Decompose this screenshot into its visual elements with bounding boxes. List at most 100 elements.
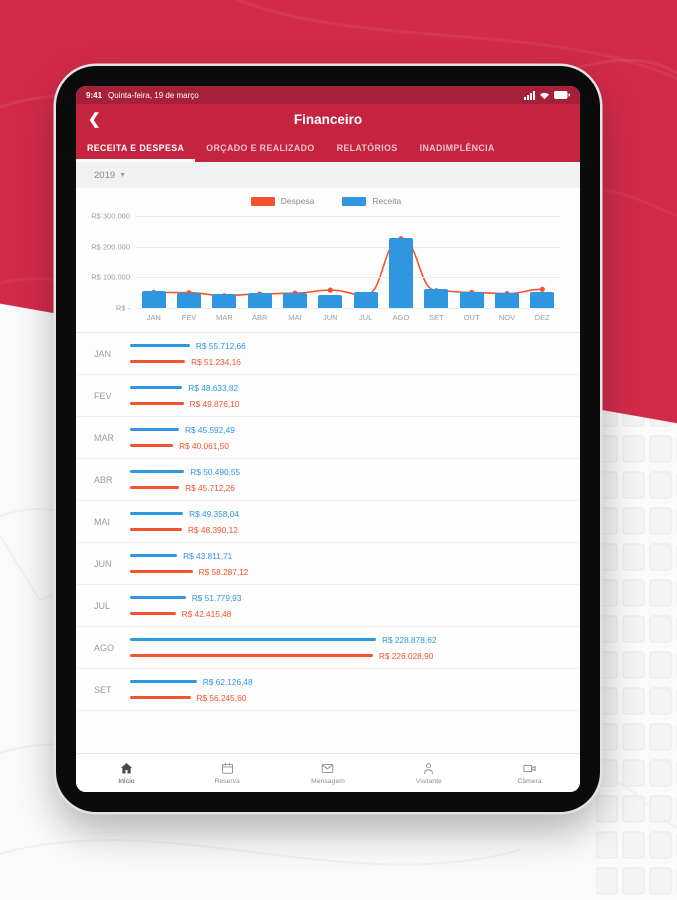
month-label: ABR [94, 474, 113, 485]
nav-item-visitante[interactable]: Visitante [378, 754, 479, 792]
nav-item-mensagem[interactable]: Mensagem [278, 754, 379, 792]
chart-bar-dez [530, 291, 555, 308]
legend-label: Despesa [280, 196, 315, 206]
receita-value: R$ 49.358,04 [189, 508, 239, 519]
chart-bar-jun [318, 294, 343, 308]
content-area: 2019 ▼ Despesa Receita R$ 300.000 R$ 200.0… [76, 162, 580, 753]
receita-row-line: R$ 45.592,49 [130, 425, 566, 435]
x-tick-label: ABR [251, 313, 268, 322]
status-date: Quinta-feira, 19 de março [108, 90, 199, 100]
receita-row-line: R$ 62.126,48 [130, 677, 566, 687]
battery-icon [554, 91, 570, 99]
person-icon [421, 761, 436, 776]
receita-row-line: R$ 49.358,04 [130, 509, 566, 519]
chart-plot [136, 216, 560, 309]
page-title: Financeiro [293, 111, 363, 127]
receita-row-line: R$ 50.490,55 [130, 467, 566, 477]
receita-row-line: R$ 51.779,93 [130, 593, 566, 603]
line-point-jun [327, 287, 333, 293]
nav-label: Câmera [517, 778, 542, 785]
month-label: JUL [94, 600, 111, 611]
line-point-dez [539, 286, 545, 292]
receita-value: R$ 45.592,49 [185, 424, 235, 435]
y-tick-label: R$ 200.000 [91, 242, 130, 252]
despesa-row-line: R$ 51.234,16 [130, 357, 566, 367]
monthly-list: JAN R$ 55.712,66 R$ 51.234,16 FEV R$ 48.633,… [76, 332, 580, 711]
calendar-icon [220, 761, 235, 776]
month-label: JUN [94, 558, 112, 569]
despesa-row-line: R$ 45.712,26 [130, 483, 566, 493]
x-axis-labels: JAN FEV MAR ABR MAI JUN JUL AGO SET OUT NOV DEZ [136, 313, 560, 322]
despesa-bar [130, 443, 174, 448]
month-label: AGO [94, 642, 115, 653]
receita-row-line: R$ 228.878,62 [130, 635, 566, 645]
list-item-set: SET R$ 62.126,48 R$ 56.245,60 [76, 669, 580, 711]
month-label: JAN [94, 348, 112, 359]
despesa-bar [130, 653, 373, 658]
tab-relatorios[interactable]: RELATÓRIOS [336, 143, 398, 153]
x-tick-label: FEV [181, 313, 197, 322]
nav-label: Visitante [415, 778, 442, 785]
month-label: SET [94, 684, 112, 695]
despesa-value: R$ 56.245,60 [196, 692, 247, 703]
despesa-value: R$ 48.390,12 [188, 524, 238, 535]
wifi-icon [539, 91, 550, 100]
app-screen: 9:41 Quinta-feira, 19 de março ❮ Finance… [76, 86, 580, 792]
gridline [136, 216, 560, 217]
nav-label: Reserva [214, 778, 240, 785]
despesa-bar [130, 611, 176, 616]
chart-bar-mai [283, 292, 307, 308]
despesa-row-line: R$ 40.061,50 [130, 441, 566, 451]
chart-legend: Despesa Receita [82, 196, 570, 206]
x-tick-label: MAI [288, 313, 302, 322]
nav-label: Início [118, 778, 135, 785]
month-label: FEV [94, 390, 112, 401]
despesa-row-line: R$ 49.876,10 [130, 399, 566, 409]
tab-orcado-e-realizado[interactable]: ORÇADO E REALIZADO [206, 143, 315, 153]
chart-bar-abr [247, 292, 272, 308]
nav-label: Mensagem [311, 778, 345, 785]
receita-value: R$ 50.490,55 [190, 466, 241, 477]
tab-receita-e-despesa[interactable]: RECEITA E DESPESA [76, 134, 195, 162]
status-bar: 9:41 Quinta-feira, 19 de março [76, 86, 580, 104]
despesa-value: R$ 40.061,50 [179, 440, 229, 451]
despesa-bar [130, 569, 193, 574]
app-header: ❮ Financeiro [76, 104, 580, 134]
nav-item-camera[interactable]: Câmera [479, 754, 580, 792]
x-tick-label: NOV [498, 313, 516, 322]
home-icon [119, 761, 134, 776]
receita-bar [130, 343, 190, 348]
nav-item-inicio[interactable]: Início [76, 754, 177, 792]
y-tick-label: R$ 100.000 [91, 272, 130, 282]
legend-item-despesa: Despesa [250, 196, 315, 206]
list-item-mar: MAR R$ 45.592,49 R$ 40.061,50 [76, 417, 580, 459]
legend-label: Receita [372, 196, 402, 206]
chart-bar-jan [141, 290, 166, 308]
gridline [136, 246, 560, 248]
despesa-bar [130, 401, 184, 406]
receita-bar [130, 637, 376, 642]
receita-bar [130, 595, 186, 600]
chart-bar-nov [495, 293, 519, 308]
receita-row-line: R$ 43.811,71 [130, 551, 566, 561]
tab-inadimplencia[interactable]: INADIMPLÊNCIA [419, 143, 495, 153]
receita-bar [130, 679, 197, 684]
receita-bar [130, 511, 184, 516]
chevron-left-icon: ❮ [88, 110, 101, 128]
list-item-mai: MAI R$ 49.358,04 R$ 48.390,12 [76, 501, 580, 543]
chart-bar-mar [212, 294, 237, 308]
list-item-jun: JUN R$ 43.811,71 R$ 58.287,12 [76, 543, 580, 585]
nav-item-reserva[interactable]: Reserva [177, 754, 278, 792]
y-axis-labels: R$ 300.000 R$ 200.000 R$ 100.000 R$ - [82, 212, 136, 313]
legend-item-receita: Receita [342, 196, 401, 206]
x-tick-label: SET [428, 313, 444, 322]
x-tick-label: JUL [358, 313, 373, 322]
chart-bar-set [424, 288, 449, 308]
despesa-bar [130, 527, 182, 532]
year-dropdown[interactable]: 2019 ▼ [94, 170, 126, 181]
receita-row-line: R$ 48.633,82 [130, 383, 566, 393]
receita-bar [130, 427, 179, 432]
x-tick-label: JUN [323, 313, 338, 322]
x-tick-label: AGO [392, 313, 410, 322]
back-button[interactable]: ❮ [88, 104, 101, 134]
